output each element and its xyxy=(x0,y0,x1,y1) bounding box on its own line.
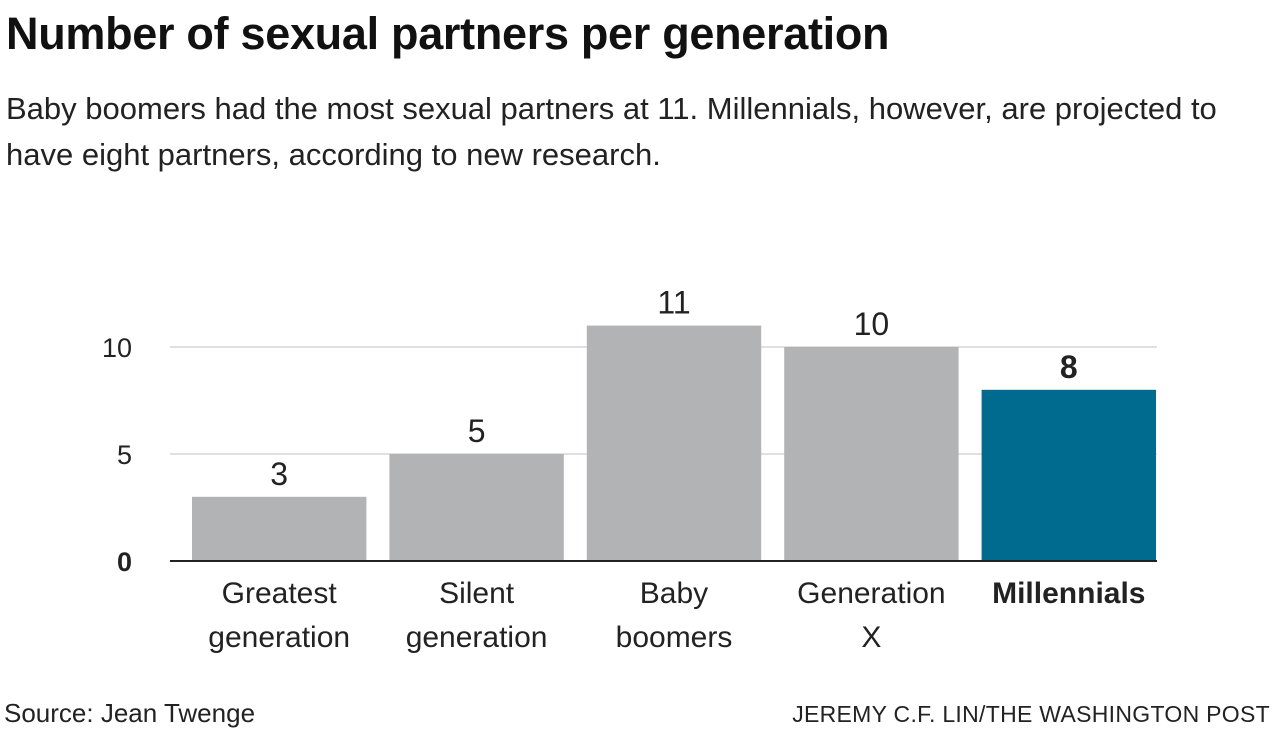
value-label-0: 3 xyxy=(270,456,288,492)
category-label-line: Greatest xyxy=(222,577,338,610)
y-tick-label-5: 5 xyxy=(117,440,132,470)
category-label-line: generation xyxy=(406,621,548,654)
bar-chart: 0 5 10 3 Greatest generation 5 Silent generation… xyxy=(102,285,1157,654)
value-label-3: 10 xyxy=(854,306,890,342)
category-label-1: Silent generation xyxy=(406,577,548,654)
bars xyxy=(192,325,1156,561)
y-tick-label-0: 0 xyxy=(117,547,132,577)
credit-line: JEREMY C.F. LIN/THE WASHINGTON POST xyxy=(792,701,1270,727)
category-label-line: Silent xyxy=(439,577,515,610)
category-label-line: generation xyxy=(208,621,350,654)
category-label-0: Greatest generation xyxy=(208,577,350,654)
bar-2 xyxy=(586,325,762,561)
bar-1 xyxy=(389,454,564,561)
source-note: Source: Jean Twenge xyxy=(4,698,256,728)
category-label-line: Millennials xyxy=(992,577,1145,610)
bar-4 xyxy=(981,389,1156,561)
category-label-line: X xyxy=(861,621,881,654)
category-label-line: boomers xyxy=(616,621,733,654)
value-label-2: 11 xyxy=(657,285,690,321)
category-label-line: Generation xyxy=(797,577,945,610)
category-label-4: Millennials xyxy=(992,577,1145,610)
category-label-3: Generation X xyxy=(797,577,945,654)
chart-subtitle: Baby boomers had the most sexual partner… xyxy=(6,91,1217,172)
value-label-4: 8 xyxy=(1060,349,1078,385)
category-label-2: Baby boomers xyxy=(616,577,733,654)
category-label-line: Baby xyxy=(640,577,708,610)
y-tick-label-10: 10 xyxy=(102,333,132,363)
chart-title: Number of sexual partners per generation xyxy=(6,8,890,59)
bar-0 xyxy=(192,496,367,561)
bar-3 xyxy=(784,347,959,561)
value-label-1: 5 xyxy=(468,413,486,449)
labels: 0 5 10 3 Greatest generation 5 Silent generation… xyxy=(102,285,1146,654)
